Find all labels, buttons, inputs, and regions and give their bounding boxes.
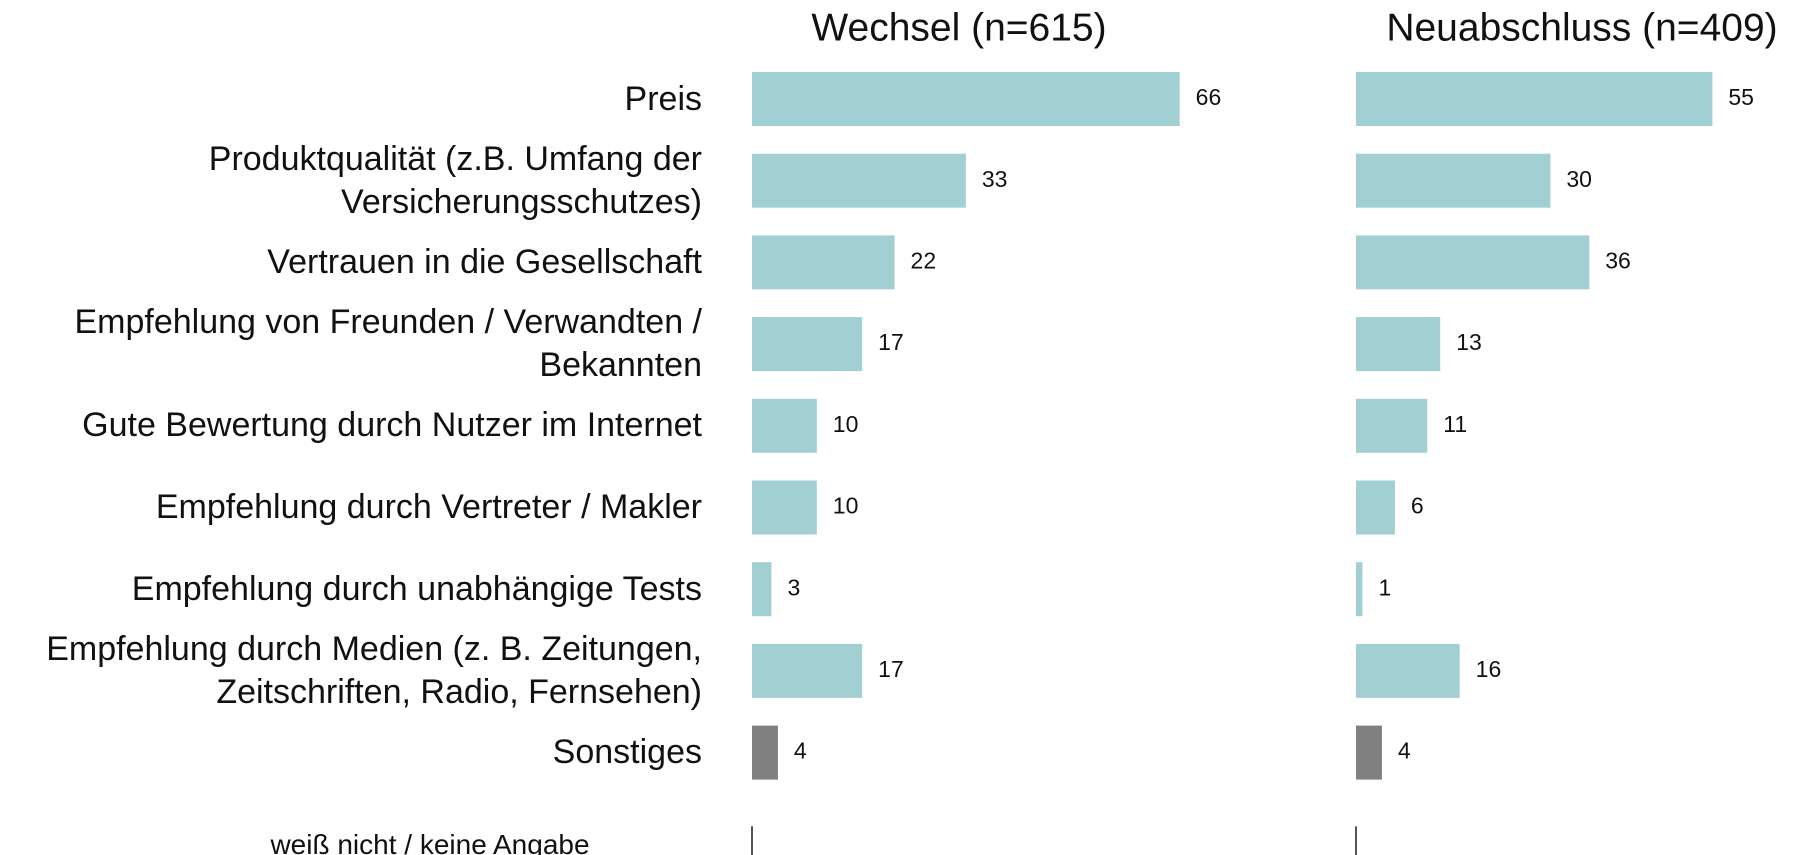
panel-title: Wechsel (n=615) xyxy=(811,6,1106,49)
value-label: 6 xyxy=(1411,493,1424,519)
value-label: 4 xyxy=(1398,738,1411,764)
category-label: Empfehlung durch unabhängige Tests xyxy=(131,569,702,608)
bar xyxy=(752,643,863,698)
category-label: Empfehlung von Freunden / Verwandten / B… xyxy=(74,303,702,385)
value-label: 1 xyxy=(1378,574,1391,600)
bar xyxy=(1356,562,1363,617)
bar xyxy=(752,562,772,617)
bar xyxy=(1356,725,1382,780)
category-label: Sonstiges xyxy=(552,733,702,772)
bar xyxy=(752,317,863,372)
bar xyxy=(752,480,817,535)
value-label: 4 xyxy=(794,738,807,764)
category-label: weiß nicht / keine Angabe xyxy=(270,828,590,855)
bar xyxy=(1356,643,1460,698)
value-label: 55 xyxy=(1728,84,1754,110)
value-label: 13 xyxy=(1456,329,1482,355)
bar xyxy=(1356,398,1428,453)
category-label: Empfehlung durch Medien (z. B. Zeitungen… xyxy=(46,629,702,711)
bar xyxy=(752,153,966,208)
value-label: 11 xyxy=(1443,411,1467,437)
value-label: 22 xyxy=(911,247,937,273)
panel-title: Neuabschluss (n=409) xyxy=(1386,6,1777,49)
bar xyxy=(1356,317,1441,372)
category-label: Gute Bewertung durch Nutzer im Internet xyxy=(82,406,702,445)
bar xyxy=(752,398,817,453)
value-label: 10 xyxy=(833,411,859,437)
value-label: 17 xyxy=(878,656,904,682)
bar xyxy=(1356,235,1590,290)
value-label: 16 xyxy=(1476,656,1502,682)
category-label: Empfehlung durch Vertreter / Makler xyxy=(155,488,702,526)
category-label: Produktqualität (z.B. Umfang der Versich… xyxy=(208,139,702,221)
value-label: 66 xyxy=(1196,84,1222,110)
category-label: Vertrauen in die Gesellschaft xyxy=(267,242,702,281)
bar xyxy=(752,72,1180,126)
category-label: Preis xyxy=(624,79,702,118)
value-label: 30 xyxy=(1566,166,1592,192)
bar xyxy=(752,235,895,290)
value-label: 10 xyxy=(833,493,859,519)
value-label: 3 xyxy=(787,574,800,600)
value-label: 36 xyxy=(1605,247,1631,273)
value-label: 33 xyxy=(982,166,1008,192)
bar xyxy=(1356,480,1395,535)
value-label: 17 xyxy=(878,329,904,355)
bar xyxy=(752,725,778,780)
bar xyxy=(1356,72,1713,126)
bar xyxy=(1356,153,1551,208)
